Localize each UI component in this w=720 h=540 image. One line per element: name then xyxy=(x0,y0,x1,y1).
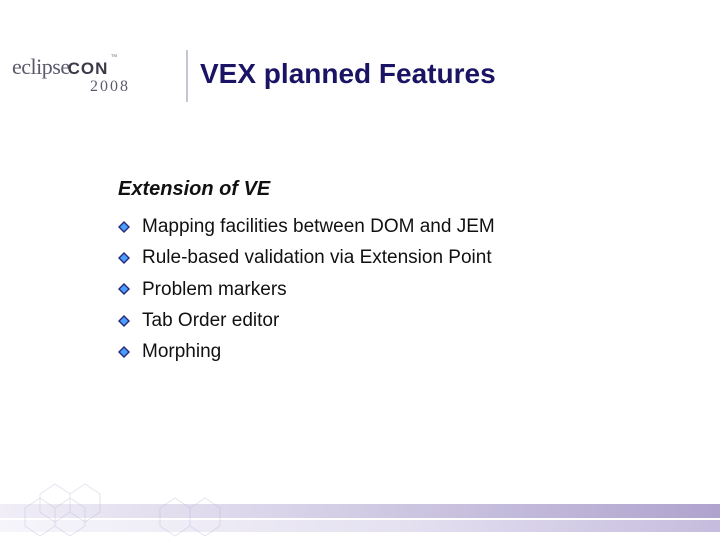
logo-divider xyxy=(186,50,188,102)
list-item: Mapping facilities between DOM and JEM xyxy=(118,211,658,242)
list-item-text: Tab Order editor xyxy=(142,305,279,336)
slide: eclipseCON™ 2008 VEX planned Features Ex… xyxy=(0,0,720,540)
diamond-bullet-icon xyxy=(118,221,130,233)
list-item-text: Rule-based validation via Extension Poin… xyxy=(142,242,492,273)
hexagon-icon xyxy=(10,480,120,540)
list-item: Rule-based validation via Extension Poin… xyxy=(118,242,658,273)
slide-title: VEX planned Features xyxy=(200,58,496,90)
bullet-list: Mapping facilities between DOM and JEM R… xyxy=(118,211,658,368)
logo-line1: eclipseCON™ xyxy=(12,54,182,80)
slide-body: Extension of VE Mapping facilities betwe… xyxy=(118,178,658,368)
logo-tm: ™ xyxy=(110,54,117,61)
list-item-text: Problem markers xyxy=(142,274,287,305)
diamond-bullet-icon xyxy=(118,283,130,295)
list-item: Tab Order editor xyxy=(118,305,658,336)
hexagon-icon xyxy=(150,490,230,540)
diamond-bullet-icon xyxy=(118,346,130,358)
logo: eclipseCON™ 2008 xyxy=(12,54,182,104)
logo-year: 2008 xyxy=(90,78,182,96)
list-item-text: Morphing xyxy=(142,336,221,367)
subheading: Extension of VE xyxy=(118,178,658,201)
diamond-bullet-icon xyxy=(118,315,130,327)
footer-decoration xyxy=(0,476,720,540)
logo-word-con: CON xyxy=(68,59,109,78)
list-item-text: Mapping facilities between DOM and JEM xyxy=(142,211,495,242)
list-item: Morphing xyxy=(118,336,658,367)
list-item: Problem markers xyxy=(118,274,658,305)
logo-word-eclipse: eclipse xyxy=(12,54,70,79)
diamond-bullet-icon xyxy=(118,252,130,264)
